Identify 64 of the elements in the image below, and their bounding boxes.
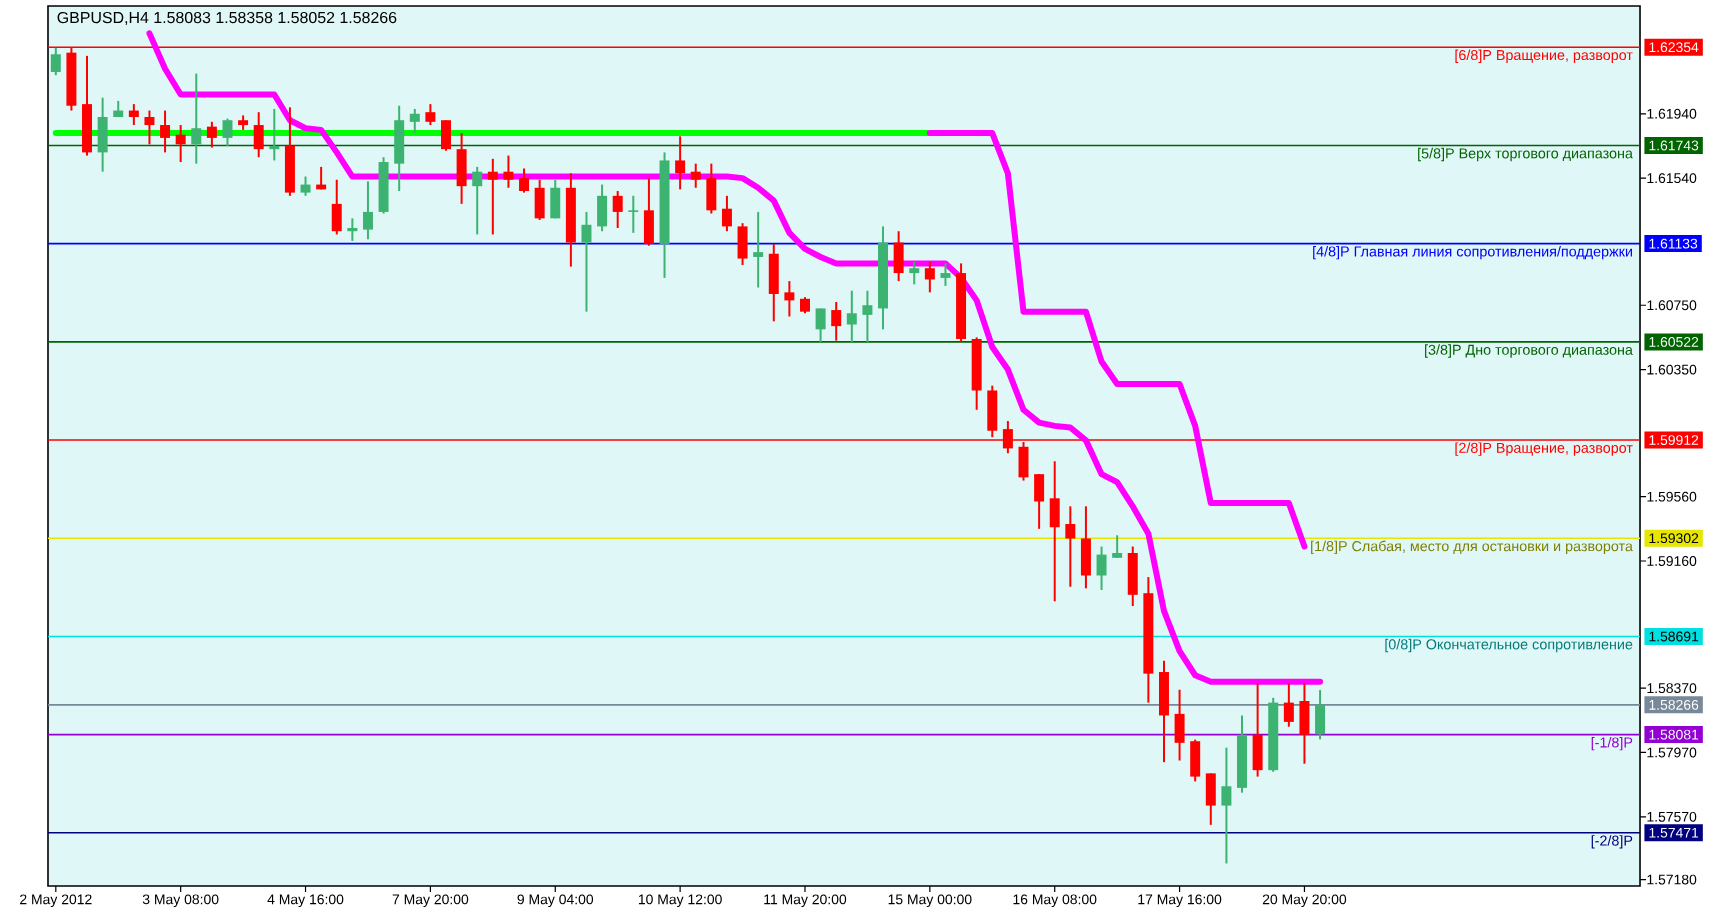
candlestick bbox=[1065, 505, 1076, 588]
candlestick bbox=[362, 180, 373, 241]
candlestick bbox=[300, 175, 311, 197]
candlestick bbox=[253, 111, 264, 159]
candlestick bbox=[1127, 545, 1138, 608]
candlestick bbox=[206, 120, 217, 149]
candlestick bbox=[1174, 688, 1185, 762]
candlestick bbox=[331, 178, 342, 236]
candlestick bbox=[909, 260, 920, 286]
candlestick bbox=[1112, 534, 1123, 559]
candlestick bbox=[1158, 659, 1169, 764]
candlestick bbox=[893, 230, 904, 283]
candlestick bbox=[581, 210, 592, 313]
candlestick bbox=[1190, 738, 1201, 783]
candlestick bbox=[940, 262, 951, 287]
candlestick bbox=[1034, 473, 1045, 530]
candlestick bbox=[284, 106, 295, 197]
candlestick bbox=[347, 217, 358, 242]
candlestick bbox=[175, 124, 186, 164]
candlestick bbox=[503, 154, 514, 189]
candlestick bbox=[721, 194, 732, 233]
candlestick bbox=[597, 183, 608, 233]
candlestick bbox=[1221, 746, 1232, 865]
candlestick bbox=[1315, 689, 1326, 741]
candlestick bbox=[191, 72, 202, 165]
candlestick bbox=[675, 135, 686, 191]
candlestick bbox=[831, 301, 842, 342]
candlestick bbox=[487, 157, 498, 236]
candlestick bbox=[1205, 772, 1216, 826]
candlestick bbox=[456, 132, 467, 205]
candlestick bbox=[519, 167, 530, 194]
candlestick bbox=[128, 103, 139, 127]
candlestick bbox=[753, 210, 764, 289]
candlestick bbox=[737, 222, 748, 267]
candlestick bbox=[409, 107, 420, 135]
candlestick bbox=[924, 260, 935, 294]
candlestick bbox=[144, 109, 155, 146]
candlestick bbox=[1096, 545, 1107, 591]
candlestick bbox=[534, 178, 545, 221]
candlestick bbox=[612, 190, 623, 230]
candlestick bbox=[1252, 682, 1263, 778]
candlestick bbox=[394, 104, 405, 192]
candlestick bbox=[1299, 682, 1310, 765]
candlestick bbox=[50, 46, 61, 77]
candlestick bbox=[1080, 505, 1091, 590]
candlestick bbox=[862, 289, 873, 344]
candlestick bbox=[441, 119, 451, 152]
candlestick bbox=[768, 243, 779, 323]
candlestick bbox=[1049, 460, 1060, 603]
candlestick bbox=[222, 117, 233, 147]
candlestick bbox=[550, 178, 561, 220]
candlestick bbox=[643, 177, 654, 247]
candlestick bbox=[472, 165, 483, 236]
candlestick bbox=[1283, 682, 1294, 728]
candlestick bbox=[815, 307, 826, 344]
candlestick bbox=[784, 280, 795, 318]
candlestick bbox=[269, 107, 280, 162]
candlestick bbox=[846, 289, 857, 344]
candlestick bbox=[628, 194, 639, 234]
candlestick bbox=[706, 162, 717, 215]
candlestick bbox=[160, 109, 171, 154]
candlestick bbox=[690, 162, 701, 189]
candlestick bbox=[425, 103, 436, 127]
candlestick bbox=[97, 96, 108, 173]
